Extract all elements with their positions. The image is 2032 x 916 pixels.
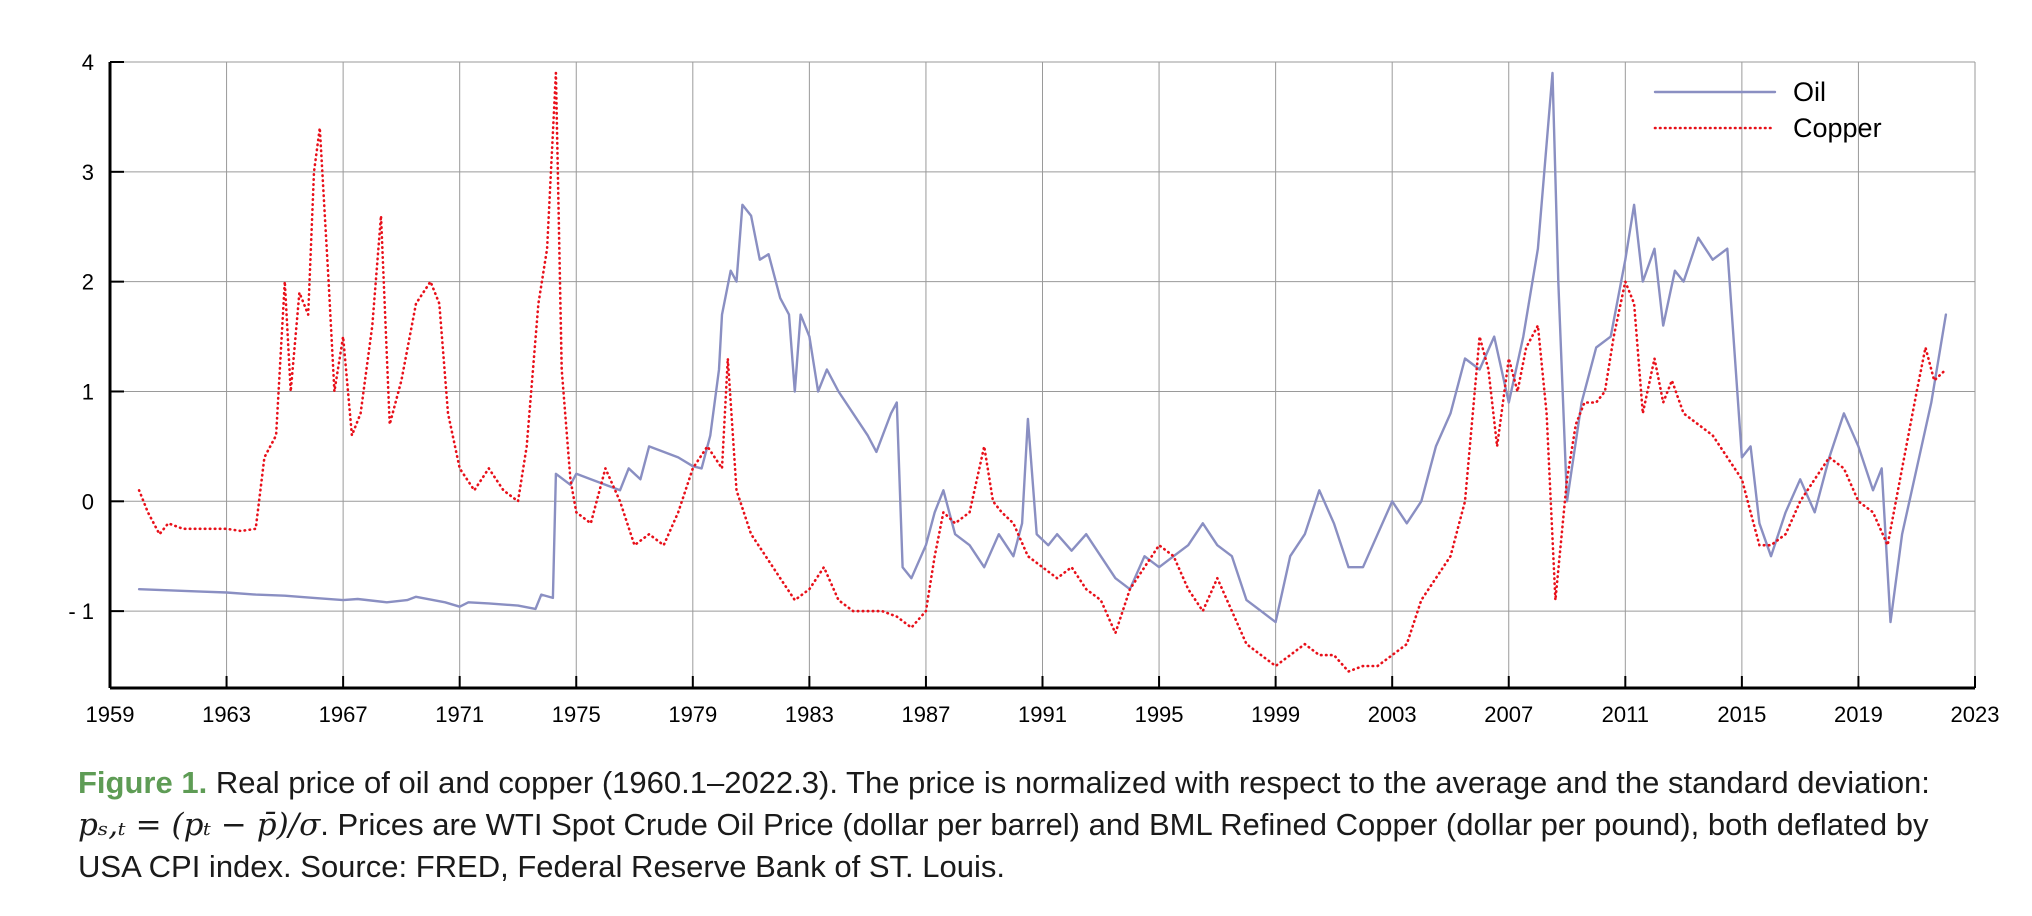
line-chart: 1959 1963 1967 1971 1975 1979 1983 1987 1991 1995… [68,50,2000,727]
x-tick-label: 1963 [202,702,251,727]
figure-label: Figure 1. [78,765,208,800]
x-tick-label: 1975 [552,702,601,727]
series-line-oil [137,71,1948,624]
x-tick-label: 1987 [901,702,950,727]
x-tick-label: 1983 [785,702,834,727]
x-tick-label: 1995 [1135,702,1184,727]
y-tick-label: 2 [82,270,94,295]
y-axis-ticks: - 1 0 1 2 3 4 [68,50,124,624]
grid-lines [109,61,1976,688]
x-tick-label: 2011 [1602,702,1649,727]
x-tick-label: 1979 [668,702,717,727]
x-tick-label: 1991 [1018,702,1067,727]
y-tick-label: 4 [82,50,94,75]
series-layer [137,71,1948,673]
x-tick-label: 2023 [1951,702,2000,727]
legend: Oil Copper [1653,77,1882,143]
x-tick-label: 2003 [1368,702,1417,727]
legend-label-oil: Oil [1793,77,1826,107]
y-tick-label: 3 [82,160,94,185]
x-tick-label: 1959 [86,702,135,727]
x-tick-label: 1967 [319,702,368,727]
caption-line-2: . Prices are WTI Spot Crude Oil Price (d… [320,807,1929,842]
x-tick-label: 1971 [435,702,484,727]
y-tick-label: - 1 [68,599,94,624]
x-tick-label: 2019 [1834,702,1883,727]
caption-line-3: USA CPI index. Source: FRED, Federal Res… [78,849,1005,884]
series-line-copper [137,71,1948,673]
legend-label-copper: Copper [1793,113,1882,143]
y-tick-label: 0 [82,489,94,514]
y-tick-label: 1 [82,379,94,404]
caption-line-1: Real price of oil and copper (1960.1–202… [215,765,1930,800]
x-tick-label: 2015 [1717,702,1766,727]
x-tick-label: 2007 [1484,702,1533,727]
x-tick-label: 1999 [1251,702,1300,727]
caption-formula: pₛ,ₜ = (pₜ − p̄)/σ [78,807,321,843]
figure-caption: Figure 1. Real price of oil and copper (… [78,762,2008,888]
x-axis-ticks: 1959 1963 1967 1971 1975 1979 1983 1987 1991 1995… [86,676,2000,727]
